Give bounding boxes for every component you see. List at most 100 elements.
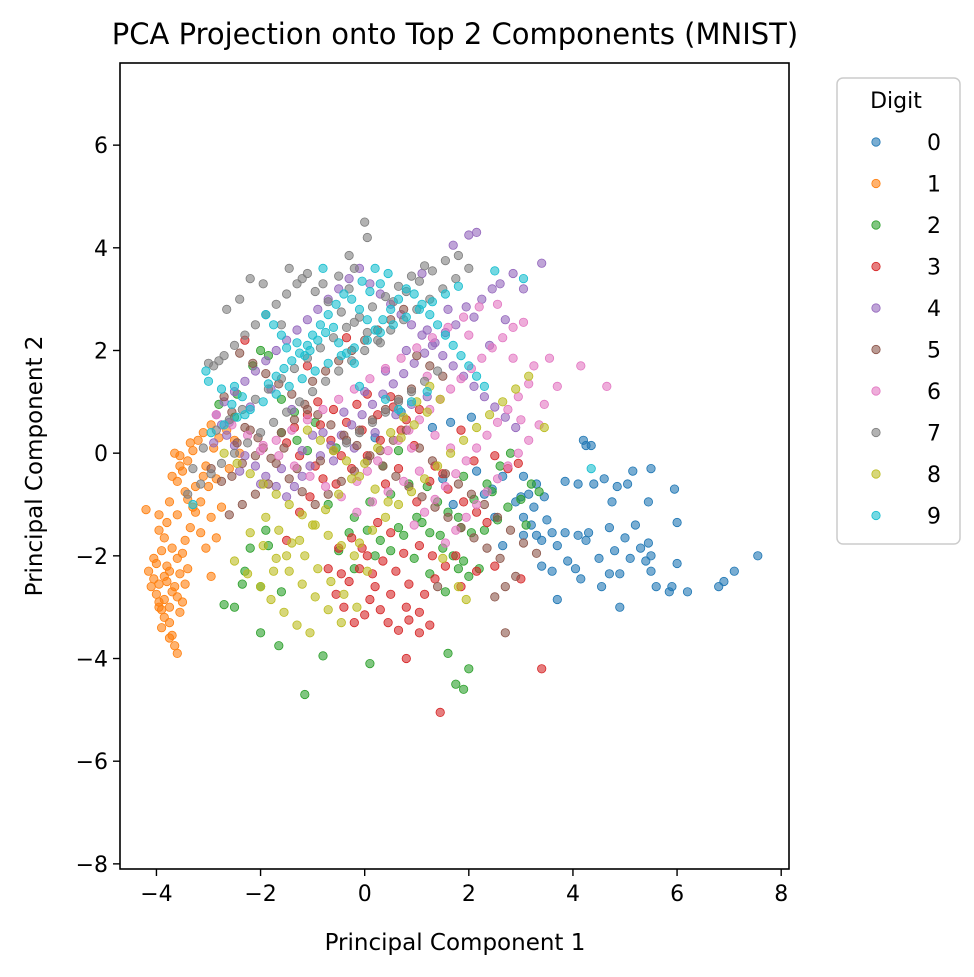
data-point-digit-9-64 [328, 322, 339, 332]
data-point-digit-3-86 [352, 399, 362, 409]
data-point-digit-0-1 [729, 566, 739, 576]
y-tick-label: 6 [94, 134, 108, 159]
data-point-digit-8-40 [406, 487, 417, 497]
data-point-digit-2-10 [245, 543, 255, 553]
data-point-digit-9-24 [216, 384, 227, 394]
data-point-digit-8-70 [354, 471, 365, 481]
data-point-digit-9-10 [362, 335, 372, 345]
data-point-digit-8-76 [435, 394, 445, 404]
data-point-digit-4-7 [518, 284, 529, 294]
data-point-digit-6-48 [427, 333, 437, 343]
data-point-digit-7-50 [229, 448, 240, 458]
data-point-digit-7-18 [284, 263, 294, 273]
data-point-digit-3-2 [393, 625, 404, 635]
data-point-digit-7-75 [276, 320, 286, 330]
data-point-digit-9-16 [284, 381, 294, 391]
data-point-digit-6-57 [287, 425, 297, 435]
data-point-digit-6-33 [539, 399, 549, 409]
data-point-digit-7-19 [297, 273, 307, 284]
legend-item-1: 1 [871, 173, 941, 198]
data-point-digit-6-47 [443, 322, 453, 332]
data-point-digit-1-29 [206, 512, 216, 522]
data-point-digit-0-28 [570, 564, 581, 574]
x-tick-label: −4 [140, 882, 172, 907]
data-point-digit-8-38 [380, 512, 391, 522]
data-point-digit-8-57 [271, 489, 281, 499]
data-point-digit-0-19 [581, 535, 591, 546]
data-point-digit-0-46 [560, 476, 570, 486]
data-point-digit-6-25 [482, 430, 492, 440]
legend-marker [871, 427, 881, 438]
data-point-digit-2-6 [365, 658, 375, 669]
data-point-digit-2-41 [393, 522, 404, 533]
data-point-digit-9-2 [518, 273, 529, 284]
data-point-digit-0-63 [576, 574, 586, 584]
data-point-digit-0-55 [628, 466, 638, 476]
data-point-digit-9-37 [339, 289, 349, 299]
data-point-digit-7-24 [362, 327, 372, 338]
data-point-digit-1-58 [211, 533, 221, 543]
data-point-digit-8-62 [341, 456, 352, 466]
data-point-digit-8-68 [438, 553, 448, 564]
legend-marker [871, 220, 881, 230]
data-point-digit-4-10 [461, 302, 471, 312]
data-point-digit-5-10 [297, 487, 307, 497]
data-point-digit-5-34 [430, 502, 440, 512]
data-point-digit-1-33 [175, 461, 185, 471]
data-point-digit-9-51 [448, 340, 458, 350]
data-point-digit-1-15 [180, 579, 190, 589]
data-point-digit-3-45 [315, 420, 325, 430]
data-point-digit-8-51 [349, 551, 359, 561]
data-point-digit-2-29 [534, 487, 544, 497]
data-point-digit-8-54 [310, 520, 320, 530]
data-point-digit-3-31 [347, 533, 357, 543]
data-point-digit-9-69 [375, 279, 385, 289]
data-point-digit-8-36 [354, 538, 365, 548]
data-point-digit-4-31 [261, 471, 271, 481]
data-point-digit-3-0 [375, 605, 385, 615]
data-point-digit-6-26 [471, 443, 482, 453]
data-point-digit-7-12 [240, 330, 250, 340]
data-point-digit-7-40 [360, 345, 370, 356]
data-point-digit-0-30 [625, 553, 635, 564]
data-point-digit-8-58 [258, 479, 268, 489]
x-tick-label: −2 [244, 882, 276, 907]
data-point-digit-0-66 [552, 594, 562, 605]
data-point-digit-7-58 [250, 394, 260, 404]
y-axis-label: Principal Component 2 [22, 336, 48, 597]
data-point-digit-7-30 [440, 255, 450, 266]
data-point-digit-4-52 [365, 279, 375, 289]
data-point-digit-0-40 [471, 466, 482, 476]
data-point-digit-2-68 [464, 571, 474, 582]
data-point-digit-4-65 [500, 412, 510, 422]
data-point-digit-8-21 [243, 569, 253, 579]
data-point-digit-3-14 [331, 589, 341, 599]
data-point-digit-0-18 [583, 528, 594, 538]
data-point-digit-8-46 [484, 410, 495, 420]
data-point-digit-1-44 [180, 535, 190, 546]
data-point-digit-8-9 [258, 540, 268, 551]
data-point-digit-2-4 [300, 689, 310, 700]
data-point-digit-9-40 [362, 315, 372, 325]
data-point-digit-7-83 [393, 397, 404, 407]
data-point-digit-0-4 [682, 587, 693, 597]
data-point-digit-1-27 [198, 471, 208, 481]
data-point-digit-5-30 [482, 543, 492, 553]
data-point-digit-9-38 [347, 294, 357, 304]
data-point-digit-8-37 [367, 525, 378, 535]
data-point-digit-9-4 [440, 289, 450, 299]
data-point-digit-8-24 [281, 551, 292, 561]
data-point-digit-3-66 [318, 474, 328, 484]
data-point-digit-8-14 [323, 605, 333, 615]
legend-label: 0 [927, 131, 941, 156]
data-point-digit-2-70 [458, 471, 469, 481]
y-tick-label: 2 [94, 339, 108, 364]
data-point-digit-9-78 [188, 499, 198, 510]
data-point-digit-3-15 [344, 576, 354, 587]
data-point-digit-5-71 [279, 443, 289, 453]
data-point-digit-5-52 [250, 489, 260, 499]
data-point-digit-6-77 [211, 410, 221, 420]
plot-area-frame [119, 62, 790, 870]
legend-frame [836, 77, 961, 545]
data-point-digit-6-54 [334, 394, 344, 404]
